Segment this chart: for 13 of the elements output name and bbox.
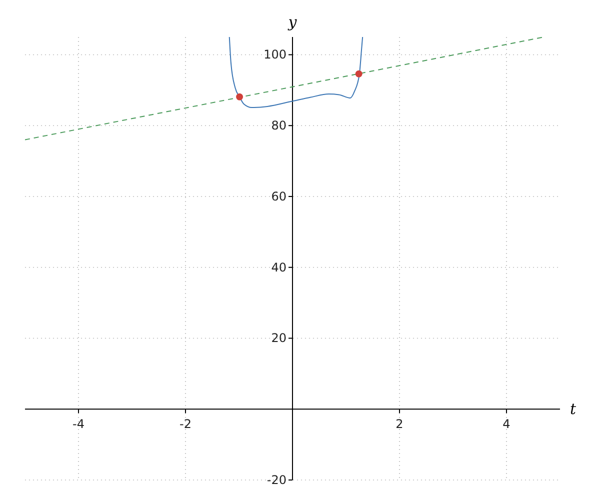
y-tick-label: 20 — [271, 331, 286, 346]
line-series — [228, 37, 364, 108]
y-tick-label: 40 — [271, 260, 286, 274]
y-tick-label: 60 — [271, 189, 286, 204]
y-tick-label: 100 — [264, 48, 286, 62]
x-tick-label: -4 — [72, 417, 84, 432]
x-tick-label: 2 — [396, 417, 404, 432]
x-tick-label: 4 — [502, 417, 510, 432]
y-tick-label: -20 — [266, 473, 286, 487]
x-tick-label: -2 — [180, 417, 192, 432]
y-tick-label: 80 — [271, 118, 286, 133]
x-axis-title: t — [570, 400, 577, 418]
y-axis-title: y — [287, 13, 298, 31]
